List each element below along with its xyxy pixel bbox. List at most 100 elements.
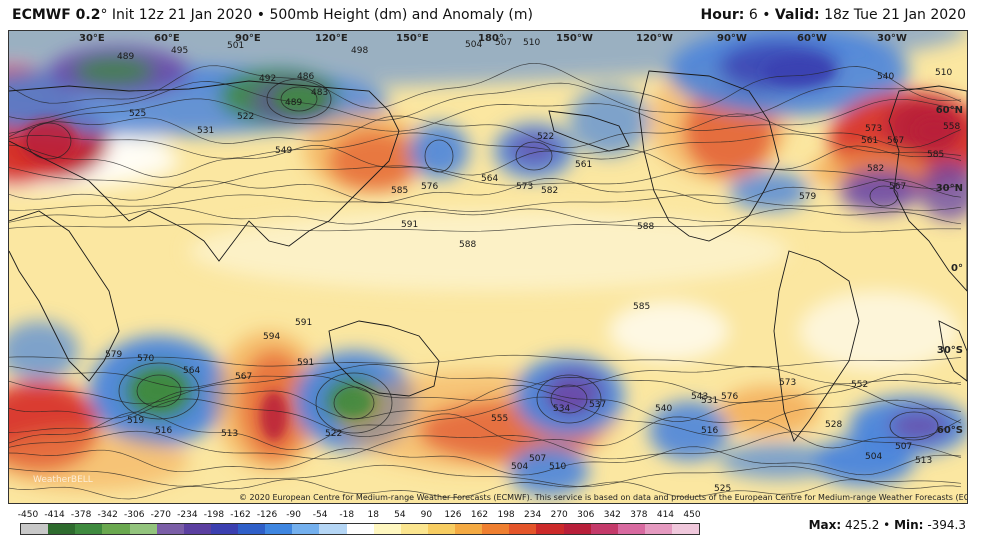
latitude-label: 30°S [936,345,963,356]
init-time: Init 12z 21 Jan 2020 [111,7,253,23]
longitude-label: 90°W [717,33,747,44]
contour-label: 549 [275,146,292,156]
anomaly-cores [21,57,954,441]
longitude-label: 60°E [154,33,180,44]
colorbar-tick: 414 [656,510,675,520]
contour-label: 525 [129,109,146,119]
longitude-label: 150°E [396,33,429,44]
longitude-label: 60°W [797,33,827,44]
colorbar-swatch [183,524,211,534]
colorbar-swatch [536,524,564,534]
contour-label: 510 [935,68,952,78]
contour-label: 507 [529,454,546,464]
contour-label: 561 [575,160,592,170]
colorbar-swatch [210,524,238,534]
anomaly-colorbar: -450 -414 -378 -342 -306 -270 -234 -198 -162 -126… [18,510,701,535]
colorbar-tick: 126 [444,510,462,520]
contour-label: 585 [391,186,408,196]
contour-label: 582 [867,164,884,174]
hour-label: Hour: [700,7,745,23]
contour-label: 489 [285,98,302,108]
colorbar-swatch [373,524,401,534]
contour-label: 579 [105,350,122,360]
colorbar-tick: 450 [683,510,701,520]
contour-label: 534 [553,404,570,414]
contour-label: 555 [491,414,508,424]
product-name: 500mb Height (dm) and Anomaly (m) [269,7,533,23]
colorbar-tick: 306 [577,510,595,520]
weather-map[interactable]: 489 495 501 498 504 507 510 492 486 483 489 522 531 5… [8,30,968,504]
min-value: -394.3 [927,518,966,532]
contour-label: 588 [459,240,476,250]
contour-label: 558 [943,122,960,132]
title-bullet: • [256,7,265,23]
contour-label: 492 [259,74,276,84]
height-contours [9,62,962,500]
contour-label: 504 [865,452,882,462]
contour-label: 510 [549,462,566,472]
contour-label: 561 [861,136,878,146]
contour-label: 516 [155,426,172,436]
coastlines [9,70,967,442]
contour-label: 495 [171,46,188,56]
contour-label: 507 [495,38,512,48]
colorbar-swatch [21,524,49,534]
contour-label: 522 [325,429,342,439]
colorbar-tick: 18 [367,510,379,520]
colorbar-swatch [644,524,672,534]
colorbar-tick: 342 [603,510,621,520]
contour-label: 522 [537,132,554,142]
colorbar-tick-labels: -450 -414 -378 -342 -306 -270 -234 -198 -162 -126… [18,510,701,522]
colorbar-tick: 378 [630,510,648,520]
contour-label: 507 [895,442,912,452]
colorbar-swatch [292,524,320,534]
contour-label: 588 [637,222,654,232]
model-name: ECMWF 0.2 [12,7,101,23]
contour-label: 531 [701,396,718,406]
colorbar-swatch [75,524,103,534]
contour-label: 567 [889,182,906,192]
colorbar-tick: -90 [286,510,301,520]
longitude-label: 180° [478,33,504,44]
colorbar-tick: 90 [420,510,433,520]
colorbar-swatch [563,524,591,534]
colorbar-tick: 198 [497,510,515,520]
colorbar-tick: -306 [124,510,145,520]
colorbar-tick: 54 [394,510,406,520]
contour-label: 585 [927,150,944,160]
contour-label: 591 [295,318,312,328]
latitude-label: 60°N [935,105,963,116]
colorbar-tick: -378 [70,510,92,520]
valid-label: Valid: [774,7,820,23]
longitude-label: 120°W [636,33,673,44]
colorbar-swatch [672,524,700,534]
contour-label: 537 [589,400,606,410]
contour-label: 513 [915,456,932,466]
contour-label: 531 [197,126,214,136]
contour-label: 594 [263,332,280,342]
max-label: Max: [808,518,842,532]
contour-label: 513 [221,429,238,439]
contour-label: 516 [701,426,718,436]
colorbar-swatch [482,524,510,534]
longitude-label: 30°W [877,33,907,44]
colorbar-swatch [319,524,347,534]
stats-bullet: • [883,518,891,532]
contour-label: 591 [297,358,314,368]
degree-sign: ° [100,7,108,23]
colorbar-swatch [102,524,130,534]
colorbar-tick: 162 [470,510,489,520]
valid-time-info: Hour: 6 • Valid: 18z Tue 21 Jan 2020 [701,7,966,23]
colorbar-swatch [238,524,266,534]
max-min-stats: Max: 425.2 • Min: -394.3 [809,518,966,532]
contour-label: 567 [235,372,252,382]
valid-bullet: • [762,7,771,23]
colorbar-tick: -198 [203,510,225,520]
max-value: 425.2 [844,518,880,532]
contour-label: 573 [865,124,882,134]
colorbar-swatch [156,524,184,534]
contour-label: 510 [523,38,540,48]
hour-value: 6 [748,7,758,23]
